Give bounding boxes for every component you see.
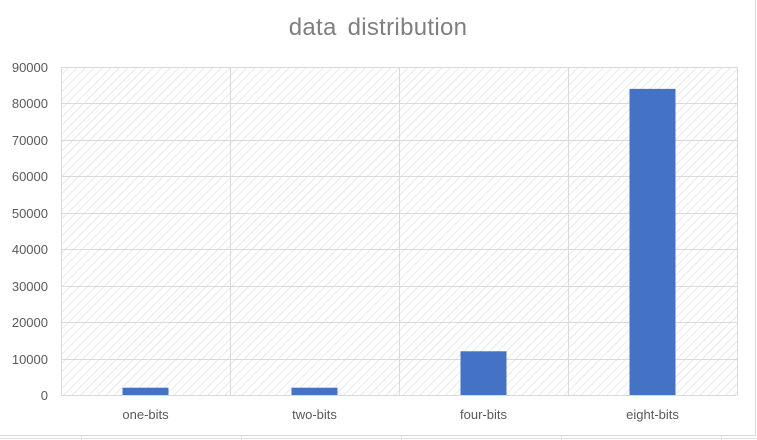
bar-two-bits: [291, 387, 338, 395]
y-tick-label: 10000: [12, 352, 48, 367]
y-tick-label: 70000: [12, 133, 48, 148]
x-tick-label: eight-bits: [626, 407, 679, 422]
chart-title: data distribution: [288, 14, 468, 41]
y-tick-label: 30000: [12, 279, 48, 294]
y-tick-label: 40000: [12, 242, 48, 257]
y-tick-label: 60000: [12, 169, 48, 184]
x-tick-label: two-bits: [292, 407, 337, 422]
y-tick-label: 0: [41, 388, 48, 403]
x-tick-label: four-bits: [460, 407, 507, 422]
y-tick-label: 80000: [12, 96, 48, 111]
y-tick-label: 50000: [12, 206, 48, 221]
y-tick-label: 90000: [12, 60, 48, 75]
bar-eight-bits: [629, 88, 676, 395]
bar-four-bits: [460, 351, 507, 395]
y-tick-label: 20000: [12, 315, 48, 330]
x-tick-label: one-bits: [122, 407, 169, 422]
bar-one-bits: [122, 387, 169, 395]
